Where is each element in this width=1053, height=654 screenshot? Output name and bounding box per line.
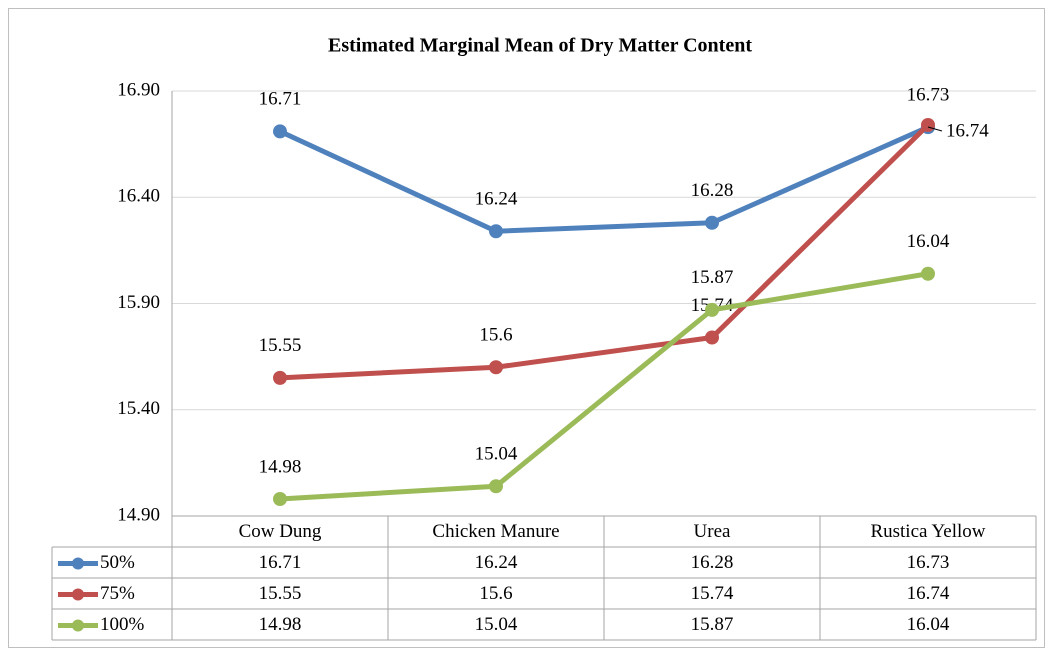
y-tick-label: 16.90 bbox=[117, 79, 160, 100]
chart-border bbox=[8, 8, 1045, 648]
data-point bbox=[705, 302, 719, 317]
data-point bbox=[273, 492, 287, 506]
x-tick-label: Urea bbox=[694, 521, 731, 542]
table-value: 16.04 bbox=[907, 614, 950, 635]
series-line bbox=[279, 271, 929, 502]
legend-label: 50% bbox=[100, 552, 135, 573]
legend-marker bbox=[72, 557, 84, 570]
data-label: 14.98 bbox=[259, 456, 302, 477]
data-label: 15.55 bbox=[259, 335, 302, 356]
data-point bbox=[489, 224, 503, 239]
y-tick-label: 15.90 bbox=[117, 292, 160, 313]
table-value: 15.6 bbox=[479, 583, 512, 604]
legend-marker bbox=[72, 588, 84, 601]
x-tick-label: Cow Dung bbox=[239, 521, 322, 542]
data-point bbox=[705, 215, 719, 230]
series-line bbox=[279, 123, 930, 381]
table-value: 16.74 bbox=[907, 583, 950, 604]
data-label: 16.74 bbox=[946, 120, 989, 141]
table-value: 14.98 bbox=[259, 614, 302, 635]
data-label: 16.28 bbox=[691, 180, 734, 201]
table-value: 15.04 bbox=[475, 614, 518, 635]
data-label: 16.24 bbox=[475, 189, 518, 210]
table-value: 15.55 bbox=[259, 583, 302, 604]
data-point bbox=[489, 479, 503, 494]
data-label: 15.87 bbox=[691, 267, 734, 288]
legend-label: 75% bbox=[100, 583, 135, 604]
table-value: 16.71 bbox=[259, 552, 302, 573]
data-label: 15.6 bbox=[479, 325, 512, 346]
data-label: 15.04 bbox=[475, 444, 518, 465]
table-value: 16.73 bbox=[907, 552, 950, 573]
data-label: 16.04 bbox=[907, 231, 950, 252]
series-line bbox=[278, 124, 930, 234]
data-point bbox=[489, 360, 503, 375]
data-point bbox=[273, 370, 287, 385]
table-value: 15.87 bbox=[691, 614, 734, 635]
table-value: 15.74 bbox=[691, 583, 734, 604]
y-tick-label: 16.40 bbox=[117, 186, 160, 207]
leader-line bbox=[927, 126, 943, 132]
legend-marker bbox=[72, 619, 84, 632]
chart-title: Estimated Marginal Mean of Dry Matter Co… bbox=[328, 35, 752, 57]
data-point bbox=[273, 124, 287, 139]
table-value: 16.24 bbox=[475, 552, 518, 573]
table-value: 16.28 bbox=[691, 552, 734, 573]
data-point bbox=[921, 118, 935, 132]
x-tick-label: Rustica Yellow bbox=[870, 521, 985, 542]
legend-label: 100% bbox=[100, 614, 145, 635]
data-point bbox=[705, 330, 719, 345]
x-tick-label: Chicken Manure bbox=[432, 521, 559, 542]
data-label: 16.73 bbox=[907, 84, 950, 105]
data-label: 16.71 bbox=[259, 89, 302, 110]
y-tick-label: 14.90 bbox=[117, 504, 160, 525]
y-tick-label: 15.40 bbox=[117, 398, 160, 419]
data-point bbox=[921, 266, 935, 281]
